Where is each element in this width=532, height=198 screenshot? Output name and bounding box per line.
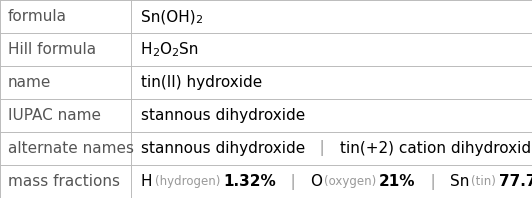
Text: IUPAC name: IUPAC name: [8, 108, 101, 123]
Text: formula: formula: [8, 9, 67, 24]
Text: (hydrogen): (hydrogen): [154, 175, 220, 188]
Text: stannous dihydroxide: stannous dihydroxide: [141, 141, 305, 156]
Text: Sn(OH): Sn(OH): [141, 9, 196, 24]
Text: 21%: 21%: [379, 174, 415, 189]
Text: |: |: [415, 173, 450, 189]
Text: Hill formula: Hill formula: [8, 42, 96, 57]
Text: 1.32%: 1.32%: [223, 174, 276, 189]
Text: 2: 2: [196, 15, 203, 25]
Text: stannous dihydroxide: stannous dihydroxide: [141, 108, 305, 123]
Text: |: |: [305, 141, 339, 156]
Text: alternate names: alternate names: [8, 141, 134, 156]
Text: Sn: Sn: [450, 174, 470, 189]
Text: 2: 2: [172, 48, 179, 58]
Text: tin(II) hydroxide: tin(II) hydroxide: [141, 75, 262, 90]
Text: Sn: Sn: [179, 42, 198, 57]
Text: tin(+2) cation dihydroxide: tin(+2) cation dihydroxide: [339, 141, 532, 156]
Text: H: H: [141, 174, 153, 189]
Text: name: name: [8, 75, 52, 90]
Text: 2: 2: [153, 48, 160, 58]
Text: (tin): (tin): [471, 175, 496, 188]
Text: 77.7%: 77.7%: [500, 174, 532, 189]
Text: H: H: [141, 42, 153, 57]
Text: O: O: [160, 42, 172, 57]
Text: (oxygen): (oxygen): [324, 175, 376, 188]
Text: |: |: [276, 173, 310, 189]
Text: O: O: [310, 174, 322, 189]
Text: mass fractions: mass fractions: [8, 174, 120, 189]
